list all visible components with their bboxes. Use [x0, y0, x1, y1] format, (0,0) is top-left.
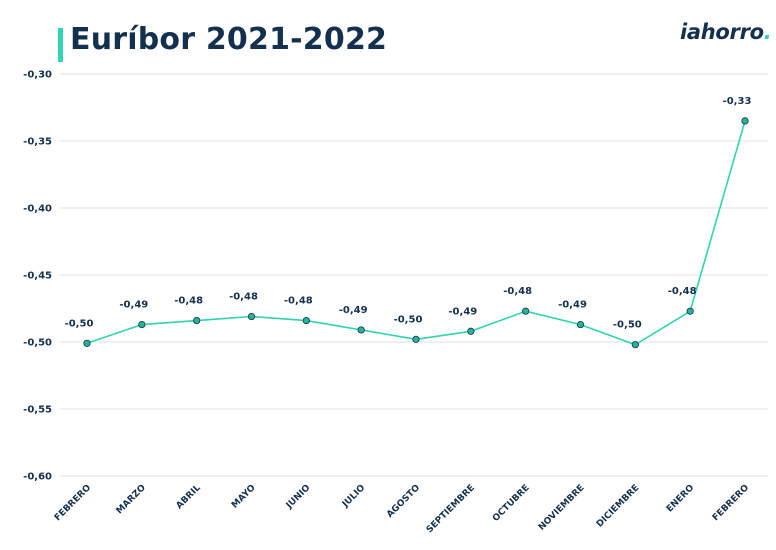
y-tick-label: -0,40 — [23, 204, 52, 215]
data-label: -0,48 — [229, 292, 258, 303]
x-tick-label: OCTUBRE — [491, 483, 532, 524]
data-point — [247, 312, 256, 321]
data-label: -0,49 — [558, 300, 587, 311]
y-tick-label: -0,50 — [23, 338, 52, 349]
x-tick-label: FEBRERO — [53, 483, 93, 523]
data-label: -0,49 — [448, 306, 477, 317]
data-point — [522, 307, 530, 315]
x-tick-label: MARZO — [115, 483, 149, 517]
data-label: -0,50 — [613, 320, 642, 331]
y-tick-label: -0,45 — [23, 271, 52, 282]
data-point — [467, 327, 475, 335]
data-point — [412, 335, 420, 343]
data-label: -0,33 — [723, 96, 752, 107]
x-tick-label: JULIO — [340, 483, 367, 510]
logo-dot: . — [763, 20, 772, 44]
data-point — [741, 117, 749, 125]
data-label: -0,48 — [668, 286, 697, 297]
x-tick-label: ABRIL — [175, 483, 203, 511]
data-point — [193, 316, 201, 325]
data-label: -0,48 — [284, 296, 313, 307]
data-label: -0,49 — [339, 305, 368, 316]
x-tick-label: DICIEMBRE — [595, 483, 642, 530]
logo-text: iahorro — [680, 20, 764, 44]
chart-title: Euríbor 2021-2022 — [70, 22, 388, 57]
title-accent-bar — [58, 28, 63, 62]
x-tick-label: NOVIEMBRE — [537, 483, 587, 533]
x-tick-label: SEPTIEMBRE — [425, 483, 477, 535]
x-tick-label: MAYO — [230, 483, 258, 511]
y-tick-label: -0,55 — [23, 405, 52, 416]
data-point — [631, 341, 639, 349]
brand-logo: iahorro. — [680, 20, 772, 46]
data-point — [138, 320, 146, 329]
data-label: -0,49 — [119, 300, 148, 311]
y-tick-label: -0,30 — [23, 70, 52, 81]
x-tick-label: ENERO — [665, 483, 697, 515]
data-label: -0,50 — [65, 318, 94, 329]
data-label: -0,48 — [503, 286, 532, 297]
data-point — [302, 316, 310, 325]
y-tick-label: -0,35 — [23, 137, 52, 148]
data-label: -0,48 — [174, 296, 203, 307]
x-tick-label: AGOSTO — [385, 483, 422, 520]
data-point — [83, 339, 91, 347]
x-tick-label: JUNIO — [284, 483, 313, 512]
data-point — [686, 307, 694, 315]
y-tick-label: -0,60 — [23, 472, 52, 483]
x-tick-label: FEBRERO — [711, 483, 751, 523]
data-point — [357, 326, 365, 334]
data-point — [576, 320, 585, 329]
data-label: -0,50 — [394, 314, 423, 325]
series-line — [86, 120, 746, 346]
